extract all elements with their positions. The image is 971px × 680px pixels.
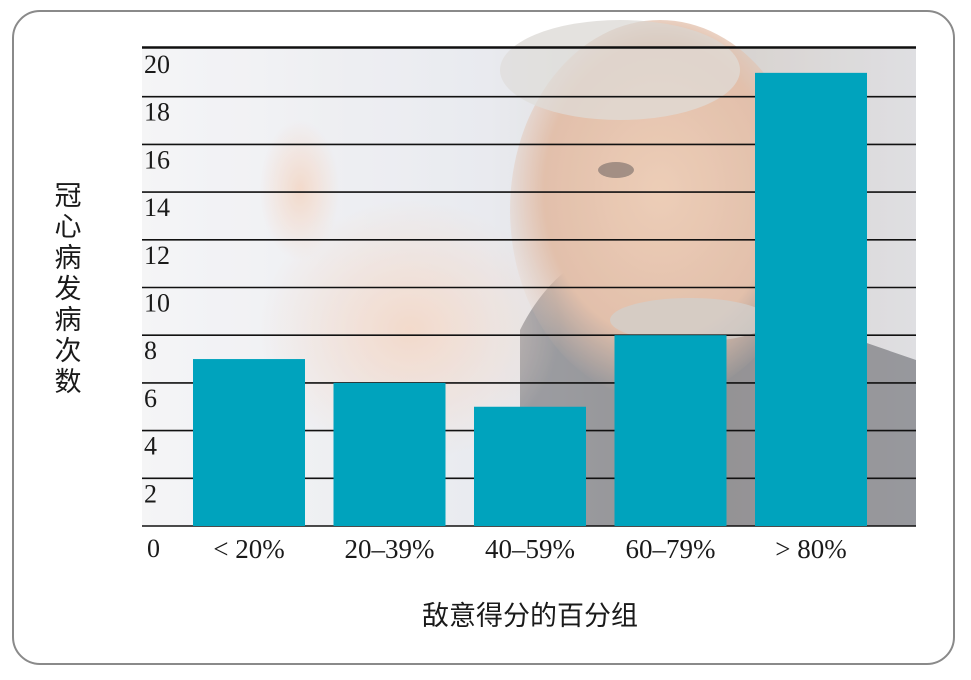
- y-tick-12: 12: [144, 241, 170, 270]
- x-category-1: 20–39%: [345, 534, 435, 564]
- y-tick-10: 10: [144, 289, 170, 318]
- bar-0: [193, 359, 305, 526]
- y-tick-18: 18: [144, 98, 170, 127]
- y-tick-4: 4: [144, 432, 157, 461]
- bar-1: [333, 382, 446, 526]
- x-category-0: < 20%: [213, 534, 284, 564]
- y-tick-20: 20: [144, 50, 170, 79]
- y-tick-14: 14: [144, 193, 170, 222]
- x-category-4: > 80%: [775, 534, 846, 564]
- x-category-3: 60–79%: [626, 534, 716, 564]
- y-tick-8: 8: [144, 336, 157, 365]
- y-axis-label: 冠心病发病次数: [55, 181, 82, 398]
- y-tick-labels: 0 2 4 6 8 10 12 14 16 18 20: [144, 50, 170, 563]
- y-tick-2: 2: [144, 479, 157, 508]
- bars: [193, 72, 867, 526]
- x-category-labels: < 20% 20–39% 40–59% 60–79% > 80%: [213, 534, 846, 564]
- y-tick-0: 0: [147, 534, 160, 563]
- bar-3: [614, 335, 727, 526]
- x-axis-label: 敌意得分的百分组: [422, 601, 638, 632]
- bar-2: [474, 406, 586, 526]
- y-tick-6: 6: [144, 384, 157, 413]
- x-category-2: 40–59%: [485, 534, 575, 564]
- bar-4: [755, 72, 867, 526]
- y-tick-16: 16: [144, 145, 170, 174]
